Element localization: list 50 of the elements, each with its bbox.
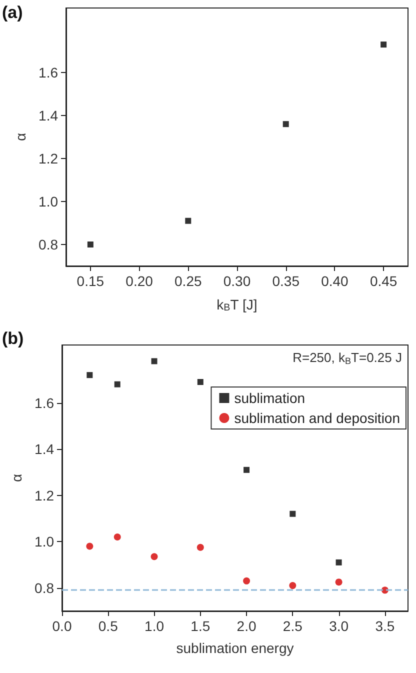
x-tick-label: 0.15 (76, 273, 104, 289)
x-tick-label: 0.30 (223, 273, 251, 289)
x-tick-label: 1.5 (190, 618, 210, 634)
x-tick-label: 3.0 (329, 618, 349, 634)
y-tick-label: 1.0 (34, 534, 54, 550)
y-axis-title: α (8, 474, 25, 482)
x-tick-label: 2.0 (236, 618, 256, 634)
point (86, 542, 94, 550)
point (290, 510, 296, 517)
point (150, 553, 158, 560)
y-tick-label: 1.4 (38, 108, 58, 124)
y-tick-label: 1.2 (34, 487, 54, 504)
x-tick-label: 0.45 (370, 273, 398, 289)
point (244, 466, 250, 473)
point (185, 218, 192, 224)
y-tick-label: 1.6 (34, 394, 54, 411)
point (114, 533, 121, 540)
x-tick-label: 0.5 (98, 618, 118, 634)
point (197, 379, 204, 386)
y-tick-label: 0.8 (38, 236, 58, 252)
point (151, 358, 158, 364)
point (336, 559, 342, 566)
y-tick-label: 1.6 (38, 64, 58, 80)
x-tick-label: 3.5 (375, 618, 395, 634)
point (282, 121, 289, 128)
x-tick-label: 0.0 (52, 618, 72, 634)
x-axis-title: sublimation energy (176, 640, 294, 656)
y-tick-label: 1.4 (34, 441, 54, 458)
point (114, 381, 120, 388)
chart-title: (b) (2, 329, 24, 348)
point (87, 242, 94, 248)
point (196, 544, 204, 551)
y-axis-title: α (12, 132, 29, 142)
x-tick-label: 2.5 (282, 618, 303, 634)
legend-label: sublimation (234, 390, 306, 406)
point (243, 577, 250, 584)
x-tick-label: 0.40 (321, 273, 349, 289)
point (335, 578, 342, 586)
y-tick-label: 1.0 (38, 194, 58, 210)
legend-label: sublimation and deposition (234, 410, 400, 426)
point (289, 582, 296, 590)
point (380, 42, 387, 48)
point (86, 372, 93, 378)
x-tick-label: 0.25 (174, 273, 202, 289)
y-tick-label: 0.8 (34, 580, 54, 596)
x-tick-label: 0.35 (272, 273, 300, 289)
x-tick-label: 1.0 (144, 618, 164, 634)
y-tick-label: 1.2 (38, 150, 58, 166)
chart-title: (a) (2, 3, 23, 22)
x-tick-label: 0.20 (126, 273, 154, 289)
